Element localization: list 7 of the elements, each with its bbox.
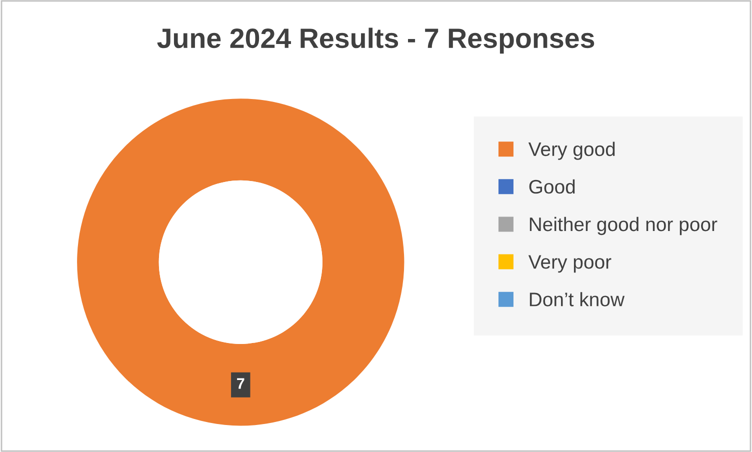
legend-label: Don’t know	[530, 292, 625, 306]
chart-title: June 2024 Results - 7 Responses	[157, 28, 594, 54]
legend-label: Neither good nor poor	[530, 216, 718, 236]
data-label: 7	[237, 378, 244, 389]
legend-label: Very good	[528, 142, 615, 160]
legend-label: Good	[529, 179, 575, 194]
legend-label: Very poor	[528, 255, 612, 273]
